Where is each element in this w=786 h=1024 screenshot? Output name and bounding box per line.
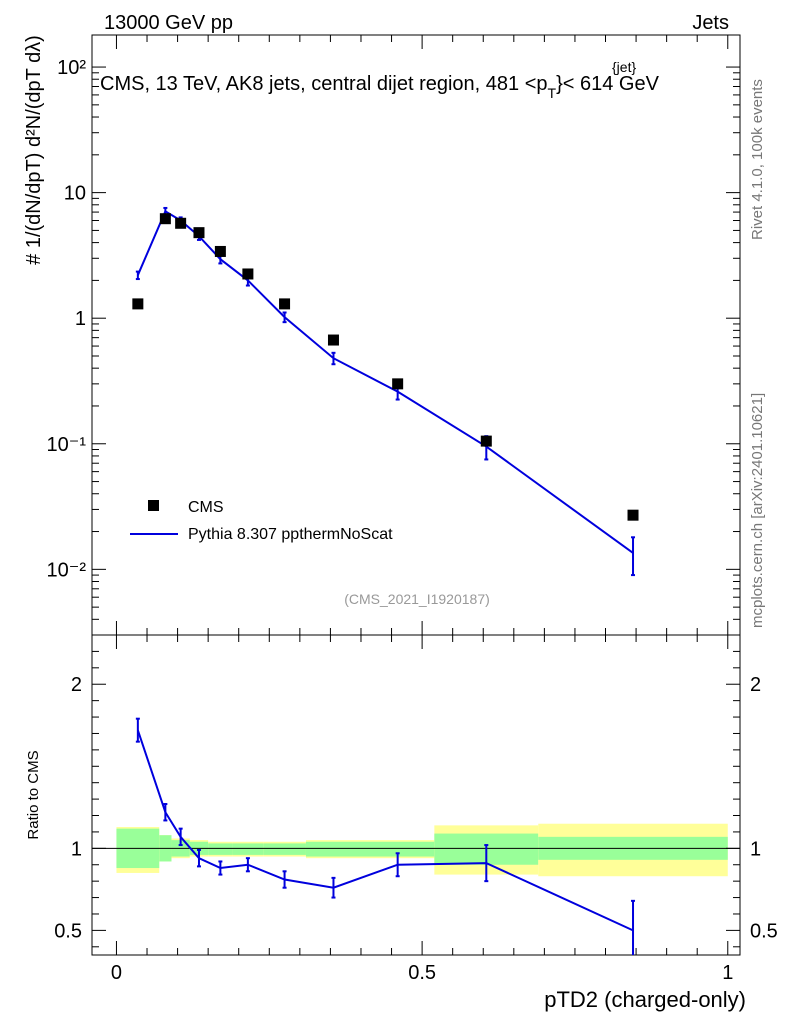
category-label: Jets xyxy=(692,12,729,34)
band-inner xyxy=(263,843,306,855)
data-point xyxy=(279,298,291,310)
data-point xyxy=(392,378,404,390)
uncertainty-bands xyxy=(92,823,740,877)
side-label-mcplots: mcplots.cern.ch [arXiv:2401.10621] xyxy=(749,393,766,628)
plot-frames xyxy=(91,34,741,956)
data-point xyxy=(480,435,492,447)
ratio-frame xyxy=(91,634,741,956)
main-frame xyxy=(91,34,741,636)
y-tick-label-main: 10 xyxy=(64,183,86,205)
y-tick-label-ratio-right: 1 xyxy=(750,838,761,860)
band-inner xyxy=(232,843,264,855)
band-inner xyxy=(208,843,233,855)
data-point xyxy=(193,227,205,239)
data-point xyxy=(159,213,171,225)
y-axis-label-main: # 1/(dN/dpT) d²N/(dpT dλ) xyxy=(23,35,45,265)
y-tick-label-main: 1 xyxy=(75,308,86,330)
legend-mc-label: Pythia 8.307 ppthermNoScat xyxy=(188,526,393,543)
legend-data-label: CMS xyxy=(188,499,224,516)
tick-labels: 10⁻² 10⁻¹ 1 10 10² 0 0.5 1 0.5 0.5 1 1 2 2 xyxy=(47,57,778,984)
x-tick-label: 1 xyxy=(722,962,733,984)
legend-data-marker xyxy=(148,500,159,511)
y-tick-label-ratio: 2 xyxy=(71,674,82,696)
y-axis-label-ratio: Ratio to CMS xyxy=(25,750,42,839)
y-tick-label-main: 10⁻² xyxy=(47,559,87,581)
title-sub: T xyxy=(548,85,557,101)
data-series xyxy=(132,213,639,521)
data-point xyxy=(327,334,339,346)
analysis-id: (CMS_2021_I1920187) xyxy=(344,591,490,607)
y-tick-label-ratio: 0.5 xyxy=(54,920,82,942)
data-point xyxy=(132,298,144,310)
band-inner xyxy=(305,841,435,857)
legend: CMS Pythia 8.307 ppthermNoScat xyxy=(130,499,393,543)
x-tick-label: 0.5 xyxy=(408,962,436,984)
data-point xyxy=(175,217,187,229)
data-point xyxy=(214,245,226,257)
data-point xyxy=(242,268,254,280)
mc-series xyxy=(135,206,636,577)
y-tick-label-ratio-right: 2 xyxy=(750,674,761,696)
x-axis-label: pTD2 (charged-only) xyxy=(544,987,746,1012)
y-tick-label-ratio-right: 0.5 xyxy=(750,920,778,942)
data-point xyxy=(627,509,639,521)
y-tick-label-main: 10⁻¹ xyxy=(47,434,87,456)
y-tick-label-ratio: 1 xyxy=(71,838,82,860)
ratio-series xyxy=(135,717,636,955)
title-end: }< 614 GeV xyxy=(556,73,660,95)
x-tick-label: 0 xyxy=(111,962,122,984)
energy-label: 13000 GeV pp xyxy=(104,12,233,34)
title-main: CMS, 13 TeV, AK8 jets, central dijet reg… xyxy=(100,73,548,95)
axis-ticks xyxy=(92,35,740,955)
chart-title: CMS, 13 TeV, AK8 jets, central dijet reg… xyxy=(100,73,660,101)
y-tick-label-main: 10² xyxy=(57,57,86,79)
side-label-rivet: Rivet 4.1.0, 100k events xyxy=(749,79,766,240)
title-sup: {jet} xyxy=(612,59,636,75)
